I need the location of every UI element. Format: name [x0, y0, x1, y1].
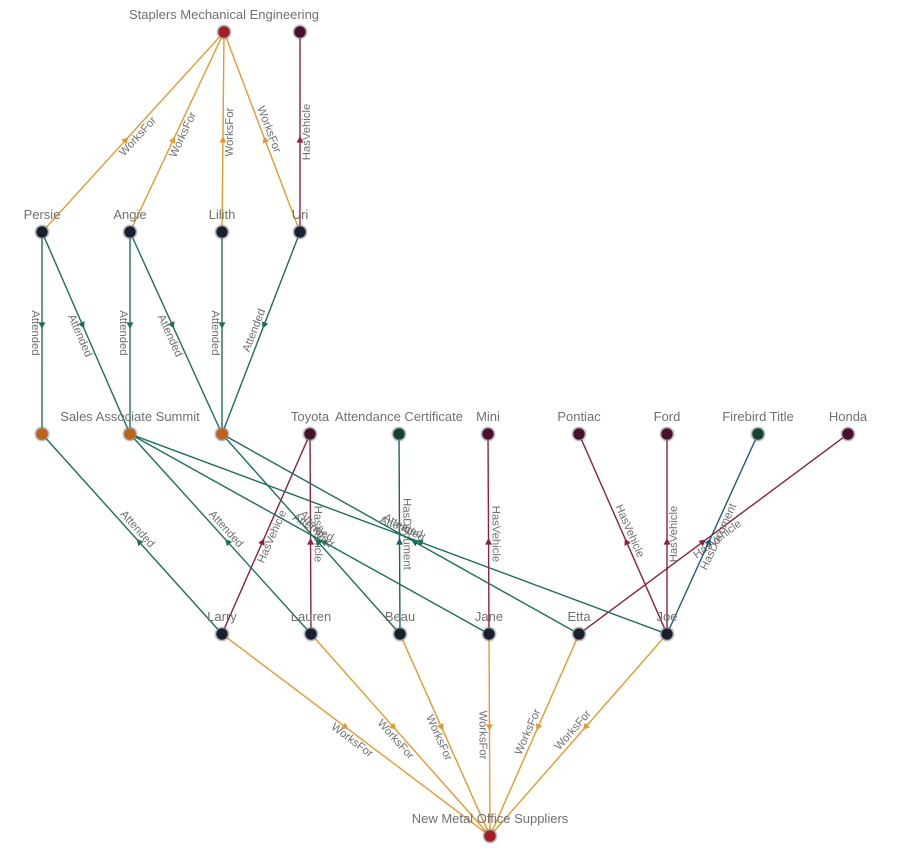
svg-text:Attended: Attended [155, 313, 185, 359]
svg-text:WorksFor: WorksFor [553, 708, 594, 753]
svg-text:HasVehicle: HasVehicle [301, 104, 313, 161]
svg-text:Attended: Attended [118, 508, 157, 550]
svg-text:HasDocument: HasDocument [699, 501, 740, 572]
svg-text:WorksFor: WorksFor [224, 107, 236, 156]
svg-text:Attended: Attended [117, 310, 129, 355]
svg-text:HasVehicle: HasVehicle [256, 509, 290, 566]
svg-text:WorksFor: WorksFor [117, 114, 159, 158]
svg-text:HasVehicle: HasVehicle [668, 506, 680, 563]
svg-text:WorksFor: WorksFor [329, 721, 375, 760]
svg-text:Attended: Attended [65, 313, 94, 359]
svg-text:Attended: Attended [241, 307, 268, 354]
svg-text:WorksFor: WorksFor [375, 717, 416, 762]
svg-text:Attended: Attended [209, 310, 221, 355]
svg-text:WorksFor: WorksFor [254, 105, 283, 155]
svg-text:HasVehicle: HasVehicle [489, 506, 501, 563]
svg-text:WorksFor: WorksFor [476, 711, 488, 760]
svg-text:HasVehicle: HasVehicle [613, 503, 647, 560]
svg-text:Attended: Attended [206, 508, 245, 550]
svg-text:Attended: Attended [29, 310, 41, 355]
